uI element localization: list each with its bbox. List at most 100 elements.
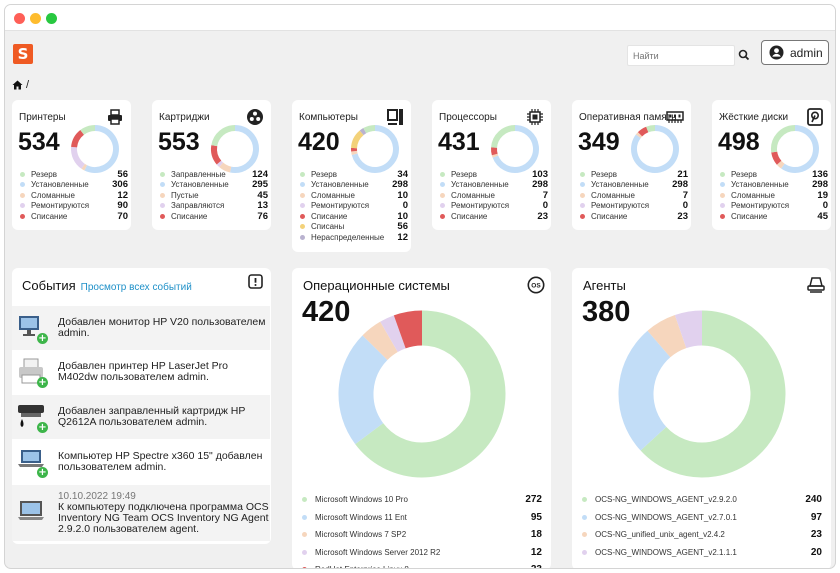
legend-row[interactable]: Списаны 56 <box>300 221 408 232</box>
legend-label: Ремонтируются <box>311 201 370 211</box>
legend-row[interactable]: Установленные 298 <box>300 179 408 190</box>
legend-row[interactable]: Microsoft Windows 10 Pro 272 <box>302 491 542 509</box>
legend-value: 20 <box>810 546 822 558</box>
legend-dot <box>300 234 305 240</box>
legend-label: Ремонтируются <box>591 201 650 211</box>
legend-row[interactable]: Ремонтируются 0 <box>300 200 408 211</box>
legend-row[interactable]: Установленные 306 <box>20 179 128 190</box>
legend-row[interactable]: Сломанные 19 <box>720 190 828 201</box>
legend-label: OCS-NG_unified_unix_agent_v2.4.2 <box>595 530 725 540</box>
legend-row[interactable]: RedHat Enterprise Linux 823 <box>302 561 542 568</box>
legend-row[interactable]: Сломанные 7 <box>440 190 548 201</box>
legend-row[interactable]: Microsoft Windows Server 2012 R2 12 <box>302 544 542 562</box>
legend-value: 13 <box>257 200 268 212</box>
cartridge-add-icon: + <box>16 401 48 433</box>
home-icon[interactable] <box>12 80 23 90</box>
user-menu-button[interactable]: admin <box>761 40 829 65</box>
legend-row[interactable]: Резерв 34 <box>300 169 408 180</box>
legend-row[interactable]: Резерв 21 <box>580 169 688 180</box>
legend-value: 34 <box>397 168 408 180</box>
legend-label: Списаны <box>311 222 345 232</box>
stat-card-donut-slice <box>216 160 224 168</box>
stat-card-donut <box>351 125 399 173</box>
stat-card-donut <box>771 125 819 173</box>
event-message: Добавлен заправленный картридж HP Q2612A… <box>58 405 246 428</box>
event-text: Компьютер HP Spectre x360 15" добавлен п… <box>58 451 270 473</box>
legend-row[interactable]: Резерв 56 <box>20 169 128 180</box>
stat-card-total: 349 <box>578 128 620 156</box>
legend-row[interactable]: Списание 45 <box>720 211 828 222</box>
legend-row[interactable]: OCS-NG_WINDOWS_AGENT_v2.7.0.1 97 <box>582 509 822 527</box>
legend-row[interactable]: Ремонтируются 0 <box>440 200 548 211</box>
legend-row[interactable]: Пустые 45 <box>160 190 268 201</box>
legend-row[interactable]: Установленные 298 <box>720 179 828 190</box>
legend-row[interactable]: Заправляются 13 <box>160 200 268 212</box>
stat-card-donut-slice <box>359 128 367 136</box>
legend-row[interactable]: Резерв 103 <box>440 169 548 180</box>
maximize-window-button[interactable] <box>46 13 57 24</box>
legend-row[interactable]: Резерв 136 <box>720 169 828 180</box>
stat-card-title: Жёсткие диски <box>719 112 789 123</box>
app-logo[interactable]: S <box>13 44 33 64</box>
legend-dot <box>720 203 725 209</box>
agents_panel-donut-slice <box>618 330 671 451</box>
minimize-window-button[interactable] <box>30 13 41 24</box>
legend-row[interactable]: Списание 23 <box>440 211 548 222</box>
legend-row[interactable]: Сломанные 7 <box>580 190 688 201</box>
legend-row[interactable]: OCS-NG_unified_unix_agent_v2.4.2 23 <box>582 526 822 544</box>
legend-label: Microsoft Windows 7 SP2 <box>315 530 407 540</box>
close-window-button[interactable] <box>14 13 25 24</box>
legend-label: Резерв <box>31 169 57 179</box>
legend-row[interactable]: OCS-NG_WINDOWS_AGENT_v2.1.1.1 20 <box>582 544 822 562</box>
legend-row[interactable]: Списание 23 <box>580 211 688 222</box>
legend-row[interactable]: Microsoft Windows 11 Ent 95 <box>302 509 542 527</box>
legend-row[interactable]: Microsoft Windows 7 SP2 18 <box>302 526 542 544</box>
legend-dot <box>582 497 587 503</box>
legend-row[interactable]: Списание 10 <box>300 211 408 222</box>
legend-row[interactable]: Ремонтируются 0 <box>580 200 688 211</box>
legend-row[interactable]: Сломанные 12 <box>20 190 128 201</box>
event-item[interactable]: + Добавлен монитор HP V20 пользователем a… <box>12 306 270 350</box>
legend-value: 12 <box>397 231 408 243</box>
legend-row[interactable]: Ремонтируются 90 <box>20 200 128 211</box>
stat-card[interactable]: Процессоры 431 Резерв 103 Установленные 298 Сл… <box>432 100 551 230</box>
monitor-add-icon: + <box>16 312 48 344</box>
legend-row[interactable]: Нераспределенные 12 <box>300 232 408 243</box>
search-icon[interactable] <box>735 45 753 66</box>
stat-card-donut <box>71 125 119 173</box>
stat-card-donut-slice <box>219 162 232 173</box>
legend-row[interactable]: Установленные 298 <box>580 179 688 190</box>
os_panel-donut-slice <box>338 335 388 445</box>
search-input[interactable] <box>627 45 735 66</box>
stat-card[interactable]: Оперативная память 349 Резерв 21 Установленн… <box>572 100 691 230</box>
stat-card[interactable]: Компьютеры 420 Резерв 34 Установленные 298 Сло… <box>292 100 411 252</box>
legend-row[interactable]: Установленные 295 <box>160 179 268 190</box>
legend-row[interactable]: Списание 70 <box>20 211 128 222</box>
stat-card[interactable]: Жёсткие диски 498 Резерв 136 Установленные 29… <box>712 100 831 230</box>
stat-card[interactable]: Принтеры 534 Резерв 56 Установленные 306 Слома… <box>12 100 131 230</box>
legend-row[interactable]: Заправленные 124 <box>160 169 268 180</box>
legend-value: 45 <box>257 189 268 201</box>
event-message: Компьютер HP Spectre x360 15" добавлен п… <box>58 450 263 473</box>
legend-dot <box>160 182 165 188</box>
legend-row[interactable]: OCS-NG_WINDOWS_AGENT_v2.9.2.0 240 <box>582 491 822 509</box>
view-all-events-link[interactable]: Просмотр всех событий <box>80 282 192 293</box>
legend-row[interactable]: Сломанные 10 <box>300 190 408 201</box>
legend-value: 70 <box>117 210 128 222</box>
legend-row[interactable]: Ремонтируются 0 <box>720 200 828 211</box>
legend-row[interactable]: Установленные 298 <box>440 179 548 190</box>
stat-card-total: 534 <box>18 128 60 156</box>
event-item[interactable]: + Добавлен принтер HP LaserJet Pro M402dw… <box>12 350 270 394</box>
agents-panel: Агенты 380 OCS-NG_WINDOWS_AGENT_v2.9.2.0… <box>572 268 831 568</box>
event-item[interactable]: 10.10.2022 19:49 К компьютеру подключена … <box>12 485 270 541</box>
stat-card[interactable]: Картриджи 553 Заправленные 124 Установленные… <box>152 100 271 230</box>
event-text: Добавлен принтер HP LaserJet Pro M402dw … <box>58 361 270 383</box>
event-item[interactable]: + Добавлен заправленный картридж HP Q2612… <box>12 395 270 439</box>
event-item[interactable]: + Компьютер HP Spectre x360 15" добавлен … <box>12 440 270 484</box>
legend-label: Ремонтируются <box>731 201 790 211</box>
legend-row[interactable]: Списание 76 <box>160 211 268 222</box>
stat-card-donut-slice <box>363 125 376 134</box>
stat-card-donut-slice <box>71 130 85 148</box>
legend-label: Списание <box>591 211 628 221</box>
legend-value: 124 <box>252 168 268 180</box>
